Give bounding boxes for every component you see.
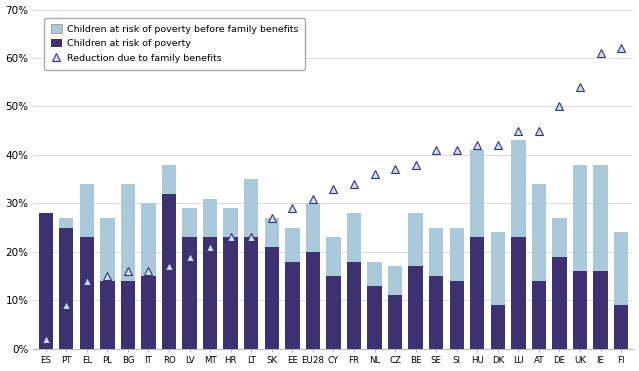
Bar	[511, 237, 525, 349]
Bar	[305, 252, 320, 349]
Bar	[470, 150, 484, 237]
Bar	[347, 213, 361, 262]
Bar	[182, 237, 197, 349]
Bar	[285, 262, 300, 349]
Bar	[100, 281, 114, 349]
Legend: Children at risk of poverty before family benefits, Children at risk of poverty,: Children at risk of poverty before famil…	[44, 18, 305, 70]
Bar	[162, 165, 176, 194]
Bar	[388, 295, 403, 349]
Bar	[141, 203, 156, 276]
Bar	[429, 228, 443, 276]
Bar	[244, 237, 258, 349]
Bar	[203, 198, 217, 237]
Bar	[80, 184, 94, 237]
Bar	[327, 237, 341, 276]
Bar	[614, 233, 628, 305]
Bar	[121, 281, 135, 349]
Bar	[470, 237, 484, 349]
Bar	[449, 281, 464, 349]
Bar	[141, 276, 156, 349]
Bar	[224, 208, 238, 237]
Bar	[244, 179, 258, 237]
Bar	[573, 165, 587, 271]
Bar	[80, 237, 94, 349]
Bar	[285, 228, 300, 262]
Bar	[491, 305, 505, 349]
Bar	[532, 281, 546, 349]
Bar	[121, 184, 135, 281]
Bar	[429, 276, 443, 349]
Bar	[38, 213, 53, 349]
Bar	[327, 276, 341, 349]
Bar	[408, 213, 423, 266]
Bar	[388, 266, 403, 295]
Bar	[511, 140, 525, 237]
Bar	[367, 286, 381, 349]
Bar	[552, 218, 567, 257]
Bar	[59, 228, 73, 349]
Bar	[614, 305, 628, 349]
Bar	[594, 271, 608, 349]
Bar	[59, 218, 73, 228]
Bar	[182, 208, 197, 237]
Bar	[367, 262, 381, 286]
Bar	[552, 257, 567, 349]
Bar	[305, 203, 320, 252]
Bar	[573, 271, 587, 349]
Bar	[265, 218, 279, 247]
Bar	[532, 184, 546, 281]
Bar	[162, 194, 176, 349]
Bar	[347, 262, 361, 349]
Bar	[265, 247, 279, 349]
Bar	[449, 228, 464, 281]
Bar	[491, 233, 505, 305]
Bar	[100, 218, 114, 281]
Bar	[224, 237, 238, 349]
Bar	[203, 237, 217, 349]
Bar	[594, 165, 608, 271]
Bar	[408, 266, 423, 349]
